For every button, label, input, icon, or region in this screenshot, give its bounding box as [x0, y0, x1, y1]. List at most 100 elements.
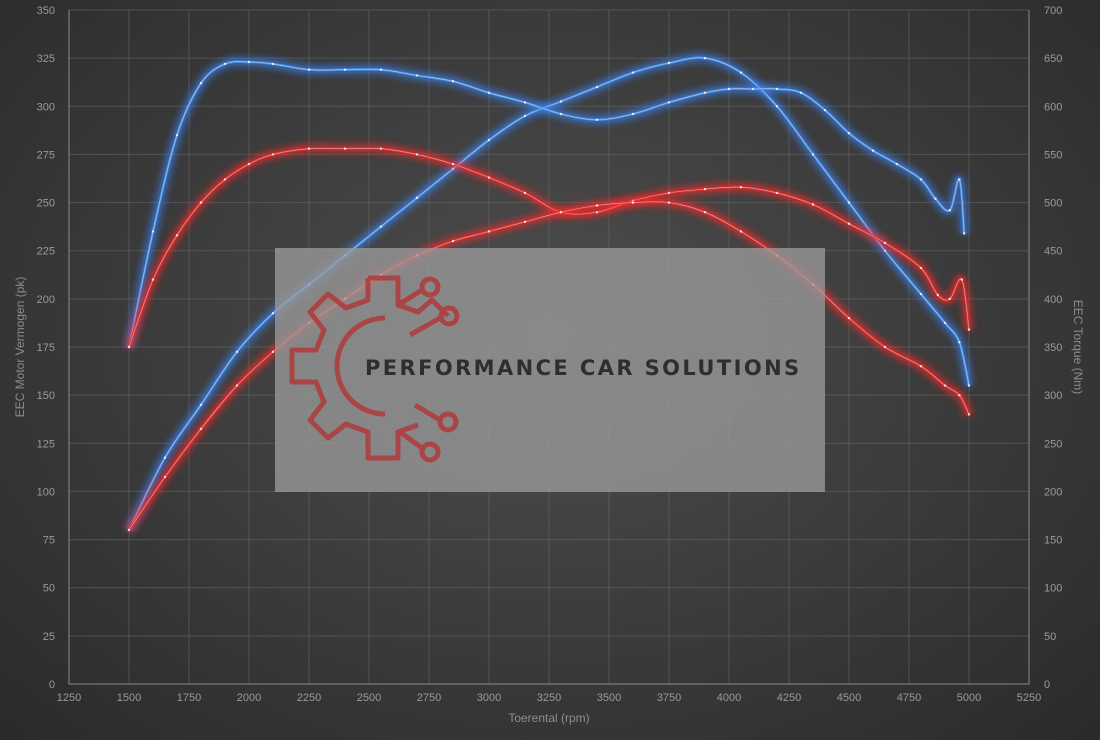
- data-point: [223, 178, 227, 181]
- data-point: [163, 475, 167, 479]
- data-point: [415, 153, 419, 156]
- data-point: [967, 413, 971, 416]
- data-point: [967, 328, 971, 331]
- data-point: [151, 230, 155, 233]
- brand-text: PERFORMANCE CAR SOLUTIONS: [365, 356, 802, 380]
- y2-tick-label: 250: [1044, 438, 1062, 450]
- data-point: [199, 201, 203, 204]
- data-point: [751, 87, 755, 91]
- data-point: [934, 197, 937, 200]
- data-point: [523, 114, 527, 118]
- data-point: [631, 201, 635, 204]
- data-point: [703, 211, 707, 214]
- y2-tick-label: 100: [1044, 583, 1062, 595]
- data-point: [799, 91, 803, 95]
- x-tick-label: 5000: [957, 692, 981, 704]
- data-point: [199, 403, 203, 406]
- data-point: [667, 101, 671, 104]
- x-tick-label: 4250: [777, 692, 801, 704]
- data-point: [948, 297, 951, 301]
- data-point: [631, 71, 635, 74]
- data-point: [739, 71, 743, 74]
- data-point: [943, 321, 947, 325]
- data-point: [823, 108, 827, 112]
- y-tick-label: 325: [37, 53, 55, 65]
- data-point: [595, 118, 599, 121]
- data-point: [487, 138, 491, 142]
- y2-tick-label: 300: [1044, 390, 1062, 402]
- data-point: [631, 112, 635, 116]
- series-highlight: [128, 61, 965, 348]
- data-point: [379, 147, 383, 150]
- data-point: [958, 340, 961, 344]
- data-point: [960, 278, 963, 281]
- x-tick-label: 1750: [177, 692, 201, 704]
- data-point: [523, 191, 527, 195]
- data-point: [919, 365, 923, 368]
- data-point: [415, 74, 419, 77]
- data-point: [775, 191, 779, 195]
- data-point: [883, 241, 887, 245]
- x-tick-label: 4500: [837, 692, 861, 704]
- y-tick-label: 25: [43, 631, 55, 643]
- x-tick-label: 3250: [537, 692, 561, 704]
- y2-tick-label: 400: [1044, 294, 1062, 306]
- data-point: [487, 176, 491, 179]
- gear-logo-icon: [289, 275, 460, 463]
- y-tick-label: 125: [37, 438, 55, 450]
- data-point: [847, 201, 851, 204]
- data-point: [883, 345, 887, 349]
- data-point: [667, 191, 671, 195]
- data-point: [151, 278, 155, 281]
- data-point: [523, 101, 527, 104]
- data-point: [175, 234, 179, 237]
- data-point: [379, 225, 383, 228]
- x-tick-label: 4000: [717, 692, 741, 704]
- y2-tick-label: 700: [1044, 5, 1062, 17]
- data-point: [343, 68, 347, 71]
- data-point: [847, 222, 851, 225]
- y2-tick-label: 150: [1044, 535, 1062, 547]
- data-point: [847, 316, 851, 320]
- data-point: [223, 62, 227, 66]
- data-point: [415, 196, 419, 199]
- y-tick-label: 300: [37, 101, 55, 113]
- data-point: [127, 528, 131, 532]
- y-tick-label: 50: [43, 583, 55, 595]
- data-point: [127, 345, 131, 349]
- data-point: [595, 204, 599, 207]
- y-tick-label: 250: [37, 198, 55, 210]
- data-point: [559, 100, 563, 103]
- data-point: [667, 201, 671, 204]
- y2-tick-label: 550: [1044, 149, 1062, 161]
- y2-tick-label: 600: [1044, 101, 1062, 113]
- data-point: [739, 185, 743, 189]
- x-axis-title: Toerental (rpm): [508, 711, 589, 725]
- y-tick-label: 0: [49, 679, 55, 691]
- y-tick-label: 75: [43, 535, 55, 547]
- data-point: [163, 456, 167, 459]
- watermark: PERFORMANCE CAR SOLUTIONS: [275, 248, 825, 492]
- data-point: [271, 350, 275, 354]
- data-point: [523, 220, 527, 224]
- x-tick-label: 2500: [357, 692, 381, 704]
- data-point: [703, 91, 707, 95]
- y2-tick-label: 200: [1044, 486, 1062, 498]
- x-tick-label: 2000: [237, 692, 261, 704]
- data-point: [595, 211, 599, 214]
- data-point: [919, 292, 923, 296]
- y2-tick-label: 50: [1044, 631, 1056, 643]
- data-point: [451, 239, 455, 243]
- data-point: [703, 187, 707, 191]
- y2-axis-title: EEC Torque (Nm): [1071, 300, 1085, 394]
- x-tick-label: 1500: [117, 692, 141, 704]
- x-tick-label: 1250: [57, 692, 81, 704]
- y2-tick-label: 0: [1044, 679, 1050, 691]
- data-point: [919, 266, 923, 270]
- data-point: [895, 162, 899, 166]
- x-tick-label: 2750: [417, 692, 441, 704]
- data-point: [727, 87, 731, 91]
- data-point: [559, 112, 563, 116]
- x-tick-label: 2250: [297, 692, 321, 704]
